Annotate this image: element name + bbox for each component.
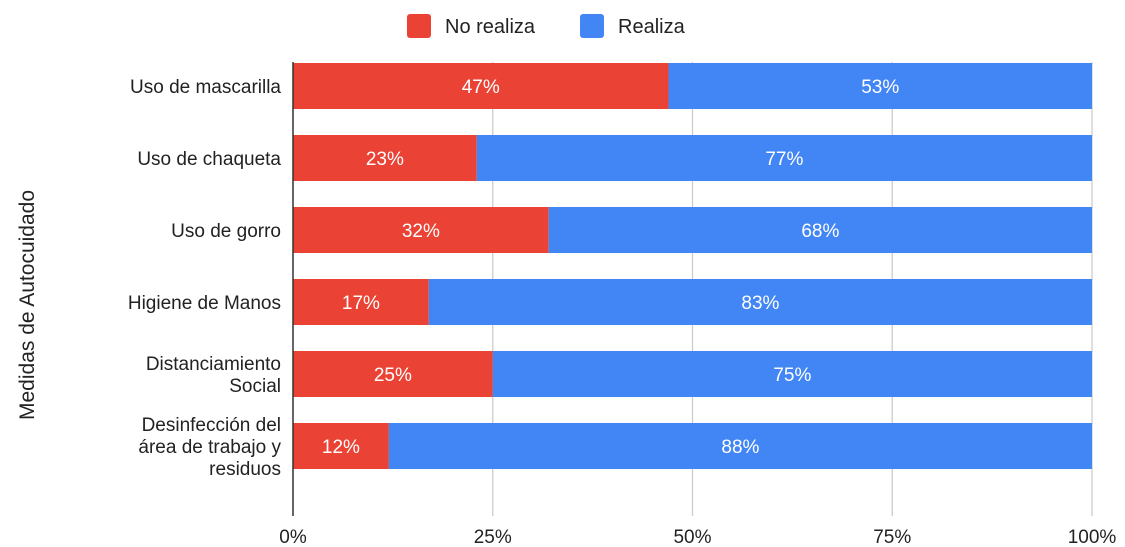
data-label: 17% <box>342 293 380 314</box>
bar-segment <box>293 351 493 397</box>
legend-label: Realiza <box>618 16 686 38</box>
bar-segment <box>293 279 429 325</box>
bar-segment <box>293 207 549 253</box>
bar-segment <box>388 423 1092 469</box>
category-label: Uso de chaqueta <box>137 149 281 170</box>
x-axis-ticks: 0% 25% 50% 75% 100% <box>279 527 1116 547</box>
y-axis-title: Medidas de Autocuidado <box>16 190 39 420</box>
data-label: 53% <box>861 77 899 98</box>
legend: No realiza Realiza <box>407 14 686 38</box>
category-label: Desinfección del <box>142 415 281 436</box>
category-label: Social <box>229 376 281 397</box>
bar-labels: 47% 53% 23% 77% 32% 68% 17% 83% 25% 75% 12% 88% <box>322 77 899 458</box>
category-labels: Uso de mascarilla Uso de chaqueta Uso de g… <box>128 77 282 480</box>
data-label: 75% <box>773 365 811 386</box>
category-label: Higiene de Manos <box>128 293 281 314</box>
category-label: Distanciamiento <box>146 354 281 375</box>
legend-label: No realiza <box>445 16 536 38</box>
data-label: 32% <box>402 221 440 242</box>
data-label: 12% <box>322 437 360 458</box>
x-tick-label: 25% <box>474 527 512 547</box>
x-tick-label: 0% <box>279 527 307 547</box>
data-label: 23% <box>366 149 404 170</box>
data-label: 25% <box>374 365 412 386</box>
legend-swatch <box>580 14 604 38</box>
x-tick-label: 50% <box>673 527 711 547</box>
data-label: 68% <box>801 221 839 242</box>
bar-segment <box>428 279 1093 325</box>
x-tick-label: 100% <box>1068 527 1117 547</box>
bar-segment <box>548 207 1092 253</box>
category-label: residuos <box>209 459 281 480</box>
bars <box>293 63 1093 469</box>
data-label: 88% <box>721 437 759 458</box>
data-label: 47% <box>462 77 500 98</box>
data-label: 77% <box>765 149 803 170</box>
bar-segment <box>293 423 389 469</box>
bar-segment <box>476 135 1092 181</box>
x-tick-label: 75% <box>873 527 911 547</box>
bar-segment <box>293 63 669 109</box>
category-label: Uso de gorro <box>171 221 281 242</box>
data-label: 83% <box>741 293 779 314</box>
bar-segment <box>668 63 1092 109</box>
legend-swatch <box>407 14 431 38</box>
category-label: área de trabajo y <box>138 437 281 458</box>
bar-segment <box>293 135 477 181</box>
category-label: Uso de mascarilla <box>130 77 281 98</box>
bar-segment <box>492 351 1092 397</box>
